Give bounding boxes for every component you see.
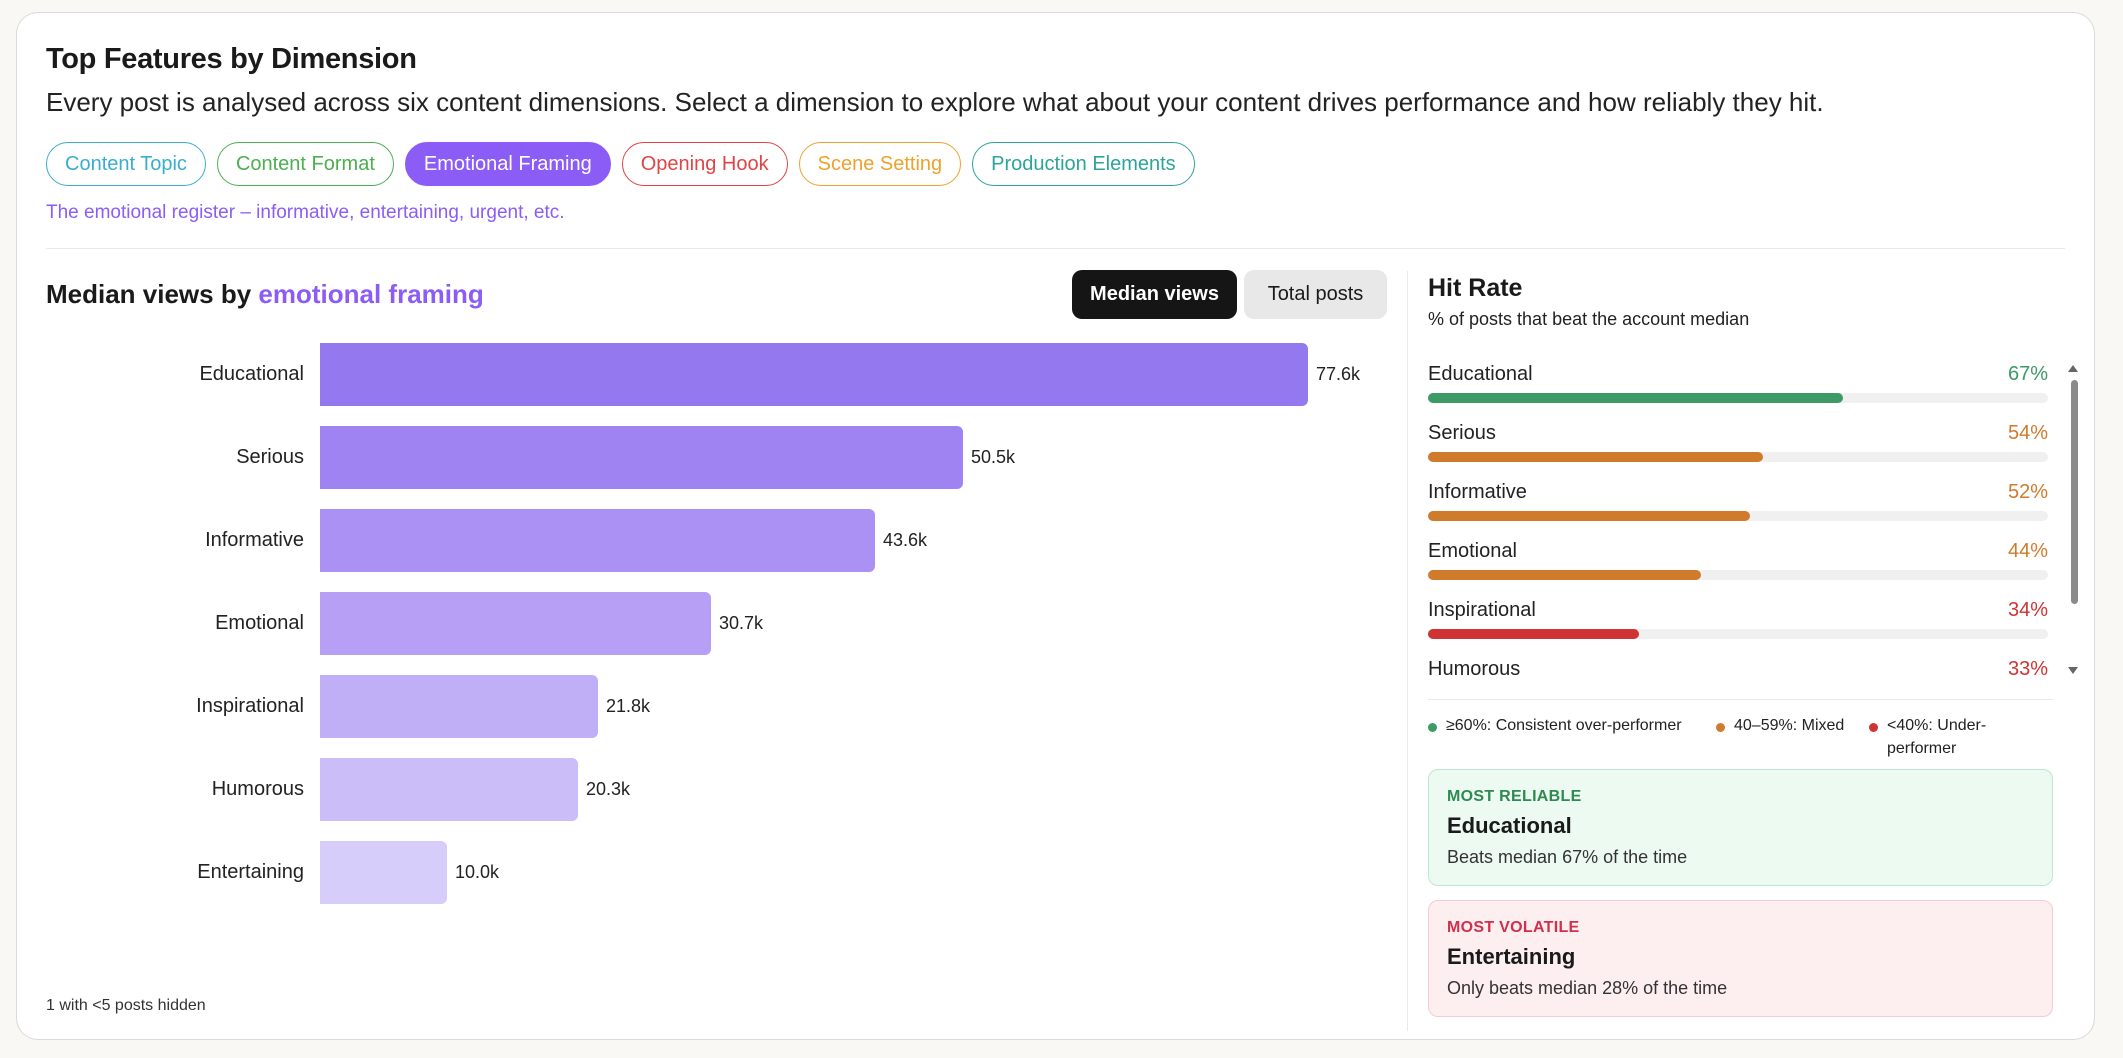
- chart-title: Median views by emotional framing: [46, 279, 484, 310]
- bar-row: Serious 50.5k: [46, 426, 1396, 489]
- pill-scene-setting[interactable]: Scene Setting: [798, 142, 962, 186]
- pill-content-format[interactable]: Content Format: [216, 142, 394, 186]
- hit-rate-divider: [1428, 699, 2053, 700]
- bar[interactable]: [320, 758, 578, 821]
- card-title: Top Features by Dimension: [46, 43, 417, 75]
- bar-label: Emotional: [215, 612, 304, 634]
- bar-value-label: 21.8k: [606, 696, 651, 716]
- bar[interactable]: [320, 592, 711, 655]
- chart-title-accent: emotional framing: [258, 279, 484, 309]
- hit-rate-percent: 34%: [2007, 599, 2048, 621]
- hit-rate-name: Emotional: [1428, 540, 1517, 562]
- hit-rate-name: Informative: [1428, 481, 1527, 503]
- hit-rate-item: Informative 52%: [1428, 469, 2048, 528]
- scroll-up-arrow-icon[interactable]: [2068, 365, 2078, 372]
- legend-label: 40–59%: Mixed: [1734, 717, 1845, 734]
- bar[interactable]: [320, 509, 875, 572]
- most-volatile-desc: Only beats median 28% of the time: [1447, 978, 1728, 998]
- pill-content-topic[interactable]: Content Topic: [46, 142, 206, 186]
- hit-rate-item: Humorous 33%: [1428, 646, 2048, 677]
- hit-rate-fill: [1428, 393, 1844, 403]
- hit-rate-fill: [1428, 452, 1763, 462]
- hit-rate-fill: [1428, 629, 1639, 639]
- hit-rate-item: Educational 67%: [1428, 351, 2048, 410]
- bar[interactable]: [320, 426, 963, 489]
- hit-rate-name: Educational: [1428, 363, 1533, 385]
- legend-consistent: ≥60%: Consistent over-performer: [1428, 714, 1698, 737]
- hit-rate-percent: 54%: [2007, 422, 2048, 444]
- most-volatile-kicker: MOST VOLATILE: [1447, 919, 1580, 936]
- hit-rate-subtitle: % of posts that beat the account median: [1428, 309, 1750, 329]
- dimension-description: The emotional register – informative, en…: [46, 202, 565, 223]
- bar-value-label: 20.3k: [586, 779, 631, 799]
- hit-rate-percent: 67%: [2007, 363, 2048, 385]
- hit-rate-fill: [1428, 511, 1751, 521]
- hit-rate-name: Humorous: [1428, 658, 1521, 677]
- hit-rate-track: [1428, 570, 2048, 580]
- legend-label: ≥60%: Consistent over-performer: [1446, 717, 1682, 734]
- hit-rate-percent: 44%: [2007, 540, 2048, 562]
- bar[interactable]: [320, 675, 598, 738]
- most-reliable-desc: Beats median 67% of the time: [1447, 847, 1688, 867]
- bar-label: Entertaining: [197, 861, 304, 883]
- bar-row: Inspirational 21.8k: [46, 675, 1396, 738]
- top-features-card: Top Features by Dimension Every post is …: [16, 12, 2095, 1040]
- pill-opening-hook[interactable]: Opening Hook: [621, 142, 788, 186]
- scroll-down-arrow-icon[interactable]: [2068, 667, 2078, 674]
- toggle-total-posts[interactable]: Total posts: [1244, 270, 1387, 319]
- bar-row: Emotional 30.7k: [46, 592, 1396, 655]
- legend-mixed: 40–59%: Mixed: [1716, 714, 1846, 737]
- bar-value-label: 50.5k: [971, 447, 1016, 467]
- most-volatile-card: MOST VOLATILE Entertaining Only beats me…: [1428, 900, 2053, 1017]
- hit-rate-fill: [1428, 570, 1701, 580]
- legend-dot-green-icon: [1428, 723, 1437, 732]
- hit-rate-title: Hit Rate: [1428, 274, 1523, 302]
- pill-production-elements[interactable]: Production Elements: [972, 142, 1195, 186]
- toggle-median-views[interactable]: Median views: [1072, 270, 1237, 319]
- bar-label: Informative: [205, 529, 304, 551]
- legend-dot-orange-icon: [1716, 723, 1725, 732]
- section-divider: [46, 248, 2065, 249]
- hit-rate-track: [1428, 629, 2048, 639]
- legend-under: <40%: Under-performer: [1869, 714, 2044, 760]
- legend-label: <40%: Under-performer: [1887, 717, 1987, 757]
- bar-row: Entertaining 10.0k: [46, 841, 1396, 904]
- hit-rate-track: [1428, 393, 2048, 403]
- most-reliable-card: MOST RELIABLE Educational Beats median 6…: [1428, 769, 2053, 886]
- bar[interactable]: [320, 343, 1308, 406]
- hit-rate-percent: 33%: [2007, 658, 2048, 677]
- pill-emotional-framing[interactable]: Emotional Framing: [404, 142, 611, 186]
- bar-value-label: 43.6k: [883, 530, 928, 550]
- hit-rate-item: Emotional 44%: [1428, 528, 2048, 587]
- most-volatile-name: Entertaining: [1447, 944, 1576, 969]
- hit-rate-name: Inspirational: [1428, 599, 1536, 621]
- bar-value-label: 10.0k: [455, 862, 500, 882]
- hit-rate-item: Inspirational 34%: [1428, 587, 2048, 646]
- bar-value-label: 77.6k: [1316, 364, 1361, 384]
- hidden-footnote: 1 with <5 posts hidden: [46, 997, 206, 1014]
- most-reliable-name: Educational: [1447, 813, 1572, 838]
- hit-rate-track: [1428, 452, 2048, 462]
- hit-rate-percent: 52%: [2007, 481, 2048, 503]
- bar-row: Informative 43.6k: [46, 509, 1396, 572]
- most-reliable-kicker: MOST RELIABLE: [1447, 788, 1582, 805]
- bar-value-label: 30.7k: [719, 613, 764, 633]
- card-subtitle: Every post is analysed across six conten…: [46, 87, 1824, 117]
- bar[interactable]: [320, 841, 447, 904]
- bar-label: Humorous: [211, 778, 304, 800]
- hit-rate-item: Serious 54%: [1428, 410, 2048, 469]
- hit-rate-name: Serious: [1428, 422, 1496, 444]
- bar-label: Inspirational: [196, 695, 304, 717]
- legend-dot-red-icon: [1869, 723, 1878, 732]
- hit-rate-list[interactable]: Educational 67% Serious 54% Informative 52% Em…: [1428, 351, 2053, 677]
- chart-title-prefix: Median views by: [46, 279, 259, 309]
- dimension-pills: Content Topic Content Format Emotional F…: [46, 142, 1195, 186]
- bar-row: Humorous 20.3k: [46, 758, 1396, 821]
- bar-label: Serious: [236, 446, 304, 468]
- panel-separator: [1407, 271, 1408, 1031]
- hit-rate-track: [1428, 511, 2048, 521]
- bar-row: Educational 77.6k: [46, 343, 1396, 406]
- bar-label: Educational: [199, 363, 304, 385]
- scrollbar-thumb[interactable]: [2071, 380, 2078, 604]
